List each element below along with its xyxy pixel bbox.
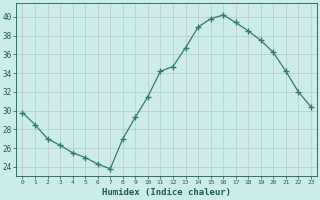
X-axis label: Humidex (Indice chaleur): Humidex (Indice chaleur) <box>102 188 231 197</box>
